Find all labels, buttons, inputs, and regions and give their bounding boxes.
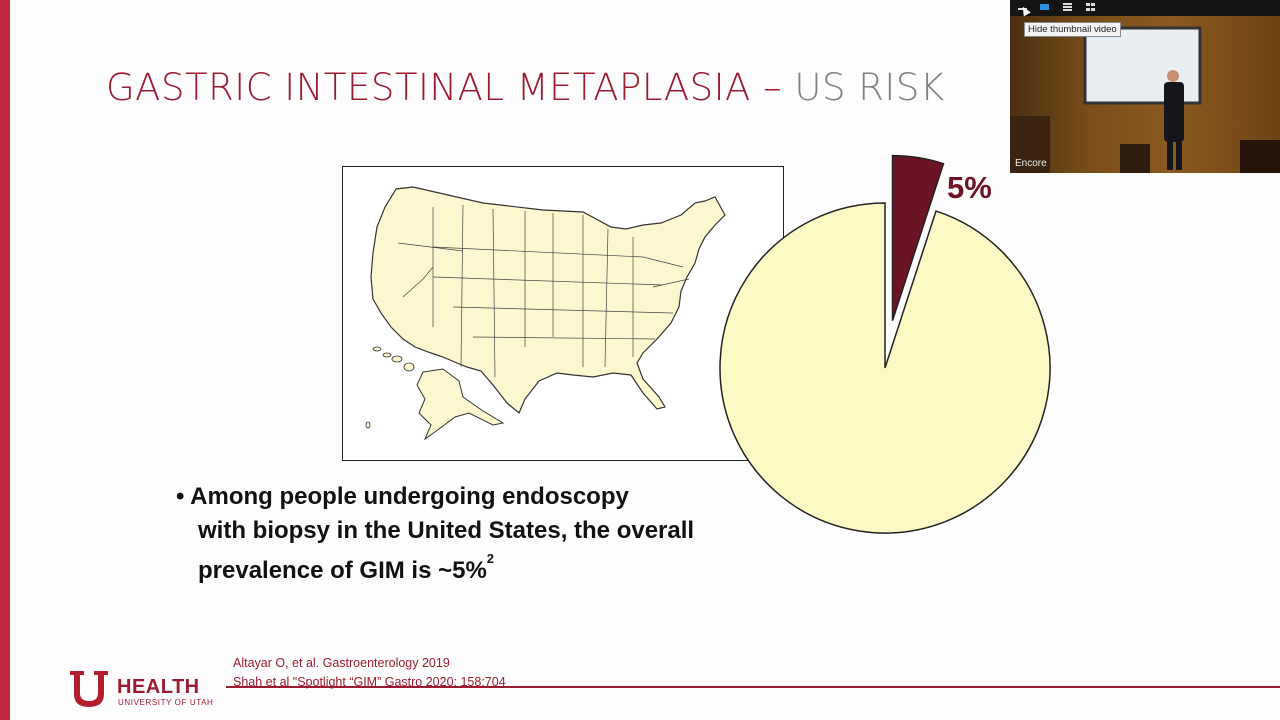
university-logo-icon <box>70 671 108 707</box>
minimize-icon[interactable] <box>1018 3 1028 11</box>
title-main: GASTRIC INTESTINAL METAPLASIA – <box>106 66 783 109</box>
pie-slice-rest <box>719 202 1051 534</box>
references: Altayar O, et al. Gastroenterology 2019 … <box>233 654 506 692</box>
bullet-line-1: • Among people undergoing endoscopy <box>176 483 629 510</box>
speaker-video-image <box>1010 26 1280 173</box>
grid-icon[interactable] <box>1086 3 1096 11</box>
us-map-frame <box>342 166 784 461</box>
us-map-image <box>365 186 726 441</box>
logo-wordmark: HEALTH <box>117 676 200 698</box>
video-caption: Encore <box>1015 158 1047 169</box>
state-borders <box>397 204 690 378</box>
bullet-superscript: 2 <box>486 551 495 566</box>
menu-icon[interactable] <box>1063 3 1073 11</box>
left-accent-bar <box>0 0 10 720</box>
pie-slice-gim <box>891 154 945 321</box>
bullet-line-3: prevalence of GIM is ~5%2 <box>176 548 694 588</box>
bullet-line-3-text: prevalence of GIM is ~5% <box>198 557 487 584</box>
hawaii-outline <box>365 346 415 429</box>
pie-label-gim: 5% <box>947 170 992 205</box>
bottom-rule <box>226 686 1280 688</box>
video-toolbar <box>1010 0 1280 16</box>
bullet-line-2: with biopsy in the United States, the ov… <box>198 517 695 544</box>
title-sub: US RISK <box>794 66 945 109</box>
reference-2: Shah et al "Spotlight “GIM” Gastro 2020;… <box>233 675 506 689</box>
reference-1: Altayar O, et al. Gastroenterology 2019 <box>233 656 450 670</box>
gim-prevalence-pie <box>719 154 1051 534</box>
video-icon[interactable] <box>1040 3 1050 11</box>
bullet-text: • Among people undergoing endoscopy with… <box>176 480 694 588</box>
logo-subtitle: UNIVERSITY OF UTAH <box>118 698 214 707</box>
hide-thumbnail-tooltip: Hide thumbnail video <box>1024 22 1121 37</box>
video-frame <box>1010 16 1280 173</box>
us-contiguous-outline <box>370 186 726 414</box>
alaska-outline <box>416 368 505 441</box>
slide-title: GASTRIC INTESTINAL METAPLASIA – US RISK <box>106 66 945 109</box>
